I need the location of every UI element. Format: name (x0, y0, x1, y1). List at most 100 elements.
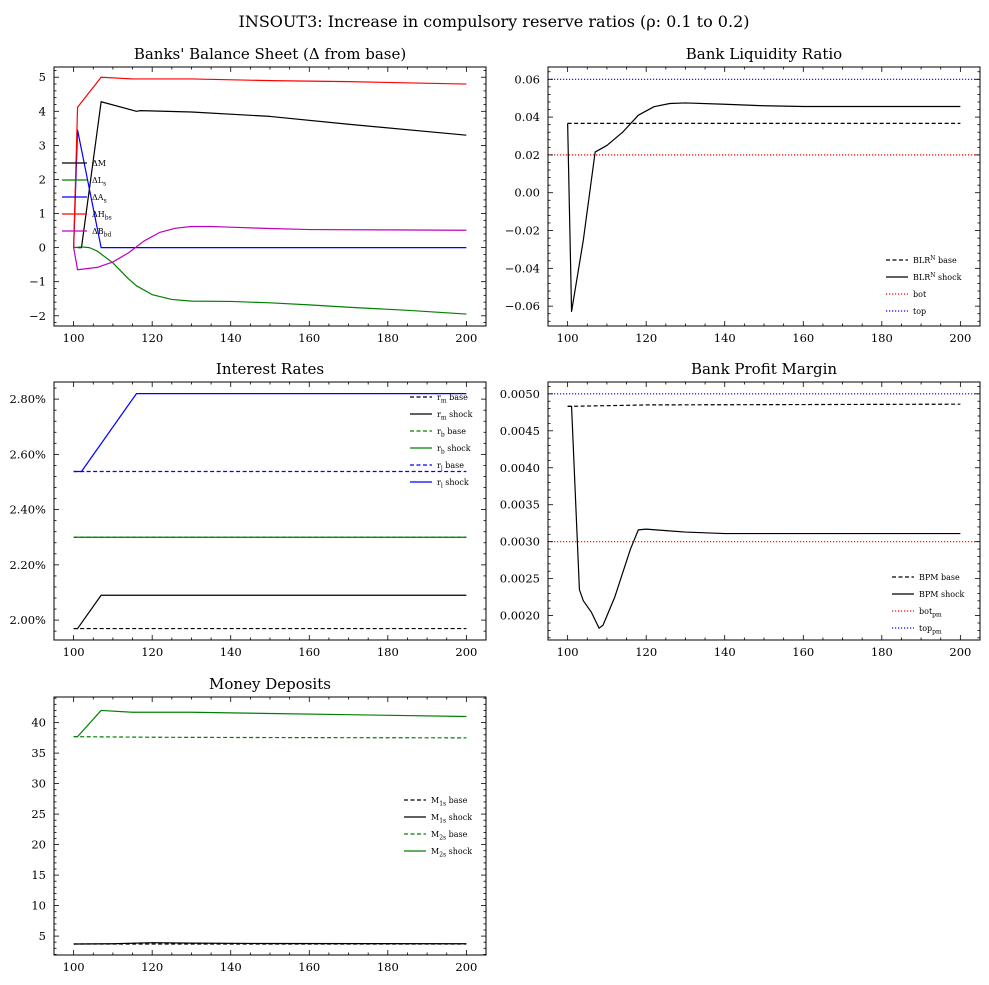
x-tick-label: 120 (635, 331, 657, 345)
legend-label: BPM base (919, 573, 960, 582)
legend-label: BLRN base (913, 255, 957, 265)
legend-label: ΔBbd (92, 227, 111, 239)
x-tick-label: 180 (871, 331, 893, 345)
y-tick-label: 40 (31, 716, 46, 730)
y-tick-label: 2.00% (9, 613, 46, 627)
y-tick-label: 20 (31, 838, 46, 852)
x-tick-label: 140 (220, 960, 242, 974)
series-line (73, 393, 467, 473)
plot-area (548, 393, 980, 629)
panel-rates: Interest Rates 100 120 140 160 180 200 2.00% 2.2… (9, 360, 487, 659)
y-tick-label: −0.02 (505, 224, 540, 238)
x-tick-label: 120 (635, 645, 657, 659)
y-tick-label: 2.60% (9, 447, 46, 461)
y-tick-label: 4 (39, 104, 46, 118)
series-line (73, 942, 467, 945)
y-tick-label: 0.0045 (500, 424, 540, 438)
y-tick-label: 1 (39, 207, 46, 221)
y-tick-label: −0.06 (505, 299, 540, 313)
plot-area (73, 393, 467, 630)
x-tick-label: 160 (298, 331, 320, 345)
y-tick-label: 2.80% (9, 392, 46, 406)
legend-label: M2s shock (431, 847, 472, 859)
x-tick-label: 100 (63, 960, 85, 974)
panel-balance: Banks' Balance Sheet (Δ from base)100 120… (29, 45, 487, 345)
x-tick-label: 200 (949, 645, 971, 659)
y-tick-label: 0.0025 (500, 572, 540, 586)
panel-title: Interest Rates (216, 360, 324, 378)
legend-label: ΔM (92, 159, 106, 168)
series-line (567, 102, 961, 313)
x-tick-label: 160 (792, 331, 814, 345)
x-tick-label: 140 (714, 331, 736, 345)
series-line (73, 594, 467, 630)
series-line (73, 225, 467, 271)
x-tick-label: 180 (377, 960, 399, 974)
y-tick-label: 0.0020 (500, 609, 540, 623)
y-tick-label: 10 (31, 899, 46, 913)
panel-title: Bank Profit Margin (691, 360, 837, 378)
y-tick-label: 0.0050 (500, 387, 540, 401)
panel-money: Money Deposits 100 120 140 160 180 200 5 10 15 20 2… (31, 675, 487, 974)
y-tick-label: 0.0040 (500, 461, 540, 475)
figure-suptitle: INSOUT3: Increase in compulsory reserve … (239, 12, 750, 31)
x-tick-label: 100 (557, 331, 579, 345)
x-tick-label: 100 (63, 331, 85, 345)
legend-label: top (913, 307, 926, 316)
legend-label: botpm (919, 607, 942, 619)
series-line (567, 403, 961, 407)
legend-label: rm base (437, 393, 468, 405)
x-tick-label: 200 (455, 331, 477, 345)
legend-label: rl shock (437, 478, 469, 490)
x-tick-label: 140 (220, 331, 242, 345)
plot-frame (53, 696, 487, 956)
y-tick-label: 2.40% (9, 503, 46, 517)
series-line (567, 405, 961, 629)
y-tick-label: 0.04 (514, 110, 540, 124)
plot-frame (53, 66, 487, 327)
x-tick-label: 200 (455, 960, 477, 974)
legend: ΔM ΔLs ΔAs ΔHbs ΔBbd (62, 159, 112, 239)
y-tick-label: 5 (39, 929, 46, 943)
legend-label: ΔAs (92, 193, 107, 205)
legend: M1s base M1s shock M2s base M2s shock (404, 796, 472, 859)
legend-label: M1s base (431, 796, 468, 808)
x-tick-label: 180 (377, 331, 399, 345)
y-tick-label: −2 (29, 309, 46, 323)
x-tick-label: 160 (298, 960, 320, 974)
series-line (73, 76, 467, 248)
y-tick-label: 25 (31, 807, 46, 821)
legend: rm base rm shock rb base rb shock rl base rl … (410, 393, 473, 490)
y-tick-label: −1 (29, 275, 46, 289)
y-tick-label: 2 (39, 172, 46, 186)
legend-label: ΔLs (92, 176, 106, 188)
legend-label: rb base (437, 427, 466, 439)
panel-title: Bank Liquidity Ratio (686, 45, 842, 63)
legend-label: rl base (437, 461, 464, 473)
x-tick-label: 160 (792, 645, 814, 659)
y-tick-label: 3 (39, 138, 46, 152)
plot-frame (53, 381, 487, 641)
series-line (73, 736, 467, 739)
y-tick-label: 0 (39, 241, 46, 255)
series-line (77, 101, 467, 249)
legend-label: rb shock (437, 444, 471, 456)
y-tick-label: 0.02 (514, 148, 540, 162)
x-tick-label: 100 (557, 645, 579, 659)
panel-liquidity: Bank Liquidity Ratio 100 120 140 160 180 200 −0… (505, 45, 981, 345)
legend: BPM base BPM shock botpm toppm (892, 573, 965, 636)
x-tick-label: 120 (141, 960, 163, 974)
legend-label: BLRN shock (913, 272, 962, 282)
x-tick-label: 180 (871, 645, 893, 659)
x-tick-label: 200 (455, 645, 477, 659)
legend-label: toppm (919, 624, 942, 636)
x-tick-label: 120 (141, 645, 163, 659)
x-tick-label: 160 (298, 645, 320, 659)
y-tick-label: 35 (31, 746, 46, 760)
y-tick-label: 0.00 (514, 186, 540, 200)
legend: BLRN base BLRN shock bot top (886, 255, 962, 316)
legend-label: M2s base (431, 830, 468, 842)
y-tick-label: 30 (31, 777, 46, 791)
panel-title: Money Deposits (209, 675, 331, 693)
